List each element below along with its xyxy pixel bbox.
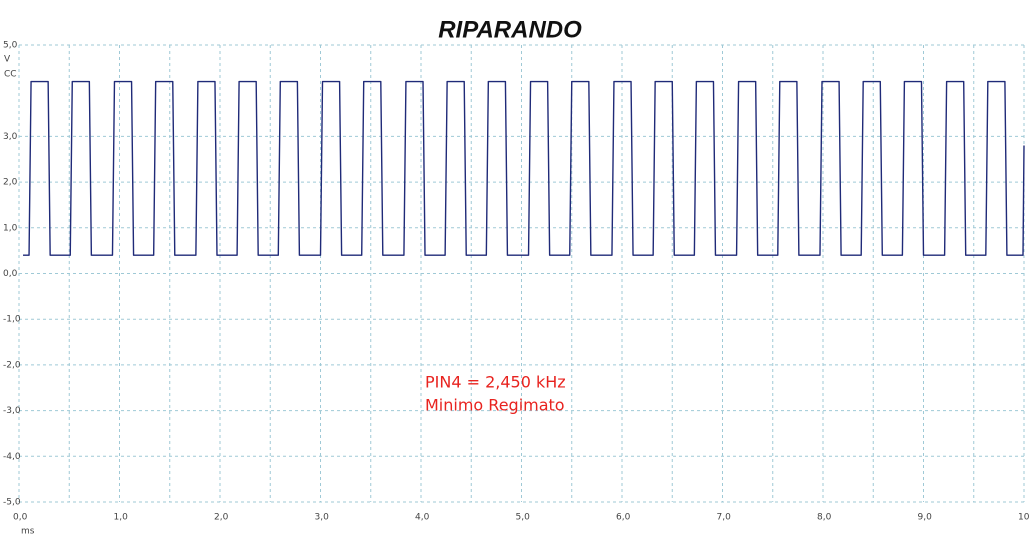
y-tick-label: 2,0 [3, 178, 18, 188]
annotation: Minimo Regimato [425, 396, 565, 415]
x-tick-label: 0,0 [13, 513, 28, 523]
y-tick-label: 3,0 [3, 132, 18, 142]
x-tick-label: 3,0 [315, 513, 330, 523]
y-tick-label: 5,0 [3, 41, 18, 51]
x-axis-label: ms [21, 527, 35, 537]
y-tick-label: -2,0 [3, 360, 21, 370]
annotation: PIN4 = 2,450 kHz [425, 373, 566, 392]
signal-trace [23, 80, 1025, 256]
y-axis-label: V [4, 55, 11, 65]
x-tick-label: 1,0 [114, 513, 129, 523]
y-tick-label: -1,0 [3, 315, 21, 325]
y-tick-label: 1,0 [3, 223, 18, 233]
x-tick-label: 10,0 [1018, 513, 1030, 523]
x-tick-label: 5,0 [516, 513, 531, 523]
x-tick-label: 8,0 [817, 513, 832, 523]
x-tick-label: 7,0 [717, 513, 732, 523]
y-tick-label: -5,0 [3, 498, 21, 508]
x-tick-label: 4,0 [415, 513, 430, 523]
y-axis-sublabel: CC [4, 70, 17, 80]
x-tick-label: 2,0 [214, 513, 229, 523]
x-tick-label: 6,0 [616, 513, 631, 523]
y-tick-label: -3,0 [3, 406, 21, 416]
y-tick-label: 0,0 [3, 269, 18, 279]
y-tick-label: -4,0 [3, 452, 21, 462]
brand-logo: RIPARANDO [438, 16, 582, 43]
x-tick-label: 9,0 [918, 513, 933, 523]
